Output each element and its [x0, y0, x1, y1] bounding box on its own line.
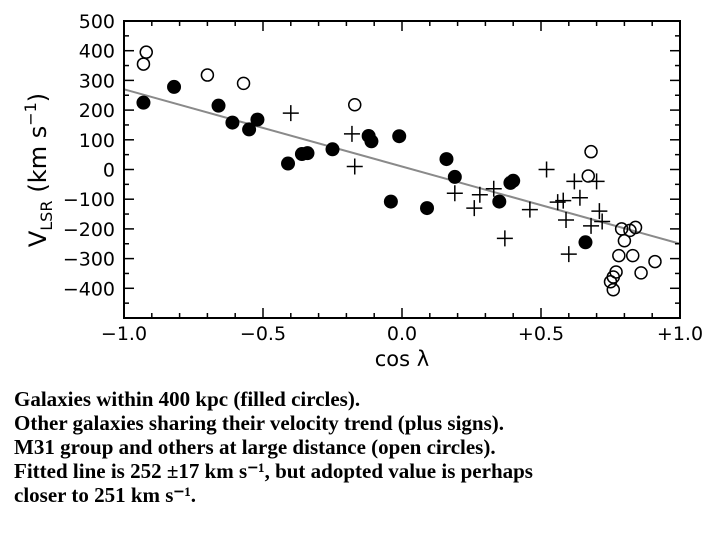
plot-frame [123, 20, 681, 319]
data-points-layer [136, 45, 662, 297]
filled-circle-point [300, 146, 315, 161]
y-tick-label: −400 [63, 278, 115, 300]
x-tick-label: −1.0 [101, 323, 147, 345]
filled-circle-point [578, 235, 593, 250]
plus-point [343, 125, 360, 142]
fit-line [123, 88, 681, 245]
open-circle-point [609, 265, 623, 279]
y-label-unit: (km s [24, 126, 52, 193]
axis-labels: −1.0 −0.5 0.0 +0.5 +1.0 −400 −300 −200 −100 0 100 2… [21, 11, 703, 371]
x-tick-label: +0.5 [518, 323, 564, 345]
plus-point [471, 186, 488, 203]
plus-point [521, 201, 538, 218]
filled-circle-point [167, 79, 182, 94]
open-circle-point [581, 169, 596, 183]
open-circle-point [347, 98, 362, 112]
filled-circle-point [325, 142, 340, 157]
filled-circle-point [364, 134, 379, 149]
caption-line-5: closer to 251 km s⁻¹. [14, 483, 197, 507]
open-circle-point [612, 248, 626, 263]
plus-point [571, 189, 588, 206]
open-circle-point [648, 254, 662, 269]
y-label-exp: −1 [21, 102, 40, 126]
y-tick-label: 500 [79, 11, 115, 33]
open-circle-point [628, 220, 643, 235]
fit-line-layer [123, 88, 681, 245]
plus-point [594, 213, 611, 230]
open-circle-point [617, 234, 632, 248]
figure-caption: Galaxies within 400 kpc (filled circles)… [14, 387, 714, 507]
filled-circle-point [392, 129, 407, 144]
open-circle-point [236, 76, 251, 91]
y-axis-label: VLSR (km s−1) [21, 93, 56, 247]
y-label-close: ) [24, 93, 52, 102]
open-circle-point [606, 283, 621, 297]
filled-circle-point [136, 95, 151, 110]
y-tick-label: −200 [63, 219, 115, 241]
plus-point [555, 192, 572, 209]
plus-point [558, 211, 575, 228]
open-circle-point [200, 68, 215, 82]
y-tick-label: 100 [79, 130, 115, 152]
filled-circle-point [447, 169, 462, 184]
open-circle-point [625, 248, 640, 263]
plus-point [346, 158, 363, 175]
tick-marks [123, 20, 681, 319]
plus-point [566, 173, 583, 190]
filled-circle-point [250, 112, 265, 127]
plus-point [485, 180, 502, 197]
open-circle-point [136, 57, 151, 71]
caption-line-1: Galaxies within 400 kpc (filled circles)… [14, 387, 361, 411]
filled-circle-point [281, 156, 296, 171]
y-label-sub: LSR [37, 201, 56, 231]
caption-line-2: Other galaxies sharing their velocity tr… [14, 411, 505, 435]
filled-circle-point [439, 152, 454, 167]
x-axis-label: cos λ [375, 347, 429, 371]
filled-circle-point [242, 122, 257, 137]
y-tick-label: 0 [103, 160, 115, 182]
filled-circle-point [225, 115, 240, 130]
plus-point [466, 200, 483, 217]
x-tick-label: 0.0 [387, 323, 417, 345]
filled-circle-point [420, 201, 435, 216]
x-tick-label: +1.0 [657, 323, 703, 345]
x-tick-label: −0.5 [240, 323, 286, 345]
y-tick-label: 200 [79, 100, 115, 122]
filled-circle-point [383, 194, 398, 209]
plus-point [446, 185, 463, 202]
y-tick-label: 300 [79, 70, 115, 92]
caption-line-4: Fitted line is 252 ±17 km s⁻¹, but adopt… [14, 459, 533, 483]
filled-circle-point [211, 98, 226, 113]
open-circle-point [584, 144, 598, 159]
open-circle-point [634, 266, 648, 280]
plus-point [591, 203, 608, 220]
plus-point [583, 217, 600, 234]
plus-point [282, 105, 299, 122]
plus-point [496, 230, 513, 247]
velocity-scatter-chart: −1.0 −0.5 0.0 +0.5 +1.0 −400 −300 −200 −100 0 100 2… [21, 11, 703, 371]
filled-circle-point [492, 194, 507, 209]
open-circle-point [139, 45, 153, 59]
filled-circle-point [506, 173, 521, 188]
y-tick-label: −100 [63, 189, 115, 211]
plus-point [538, 161, 555, 178]
y-tick-label: 400 [79, 41, 115, 63]
caption-line-3: M31 group and others at large distance (… [14, 435, 496, 459]
y-label-main: V [24, 230, 52, 247]
plus-point [560, 246, 577, 263]
y-tick-label: −300 [63, 249, 115, 271]
